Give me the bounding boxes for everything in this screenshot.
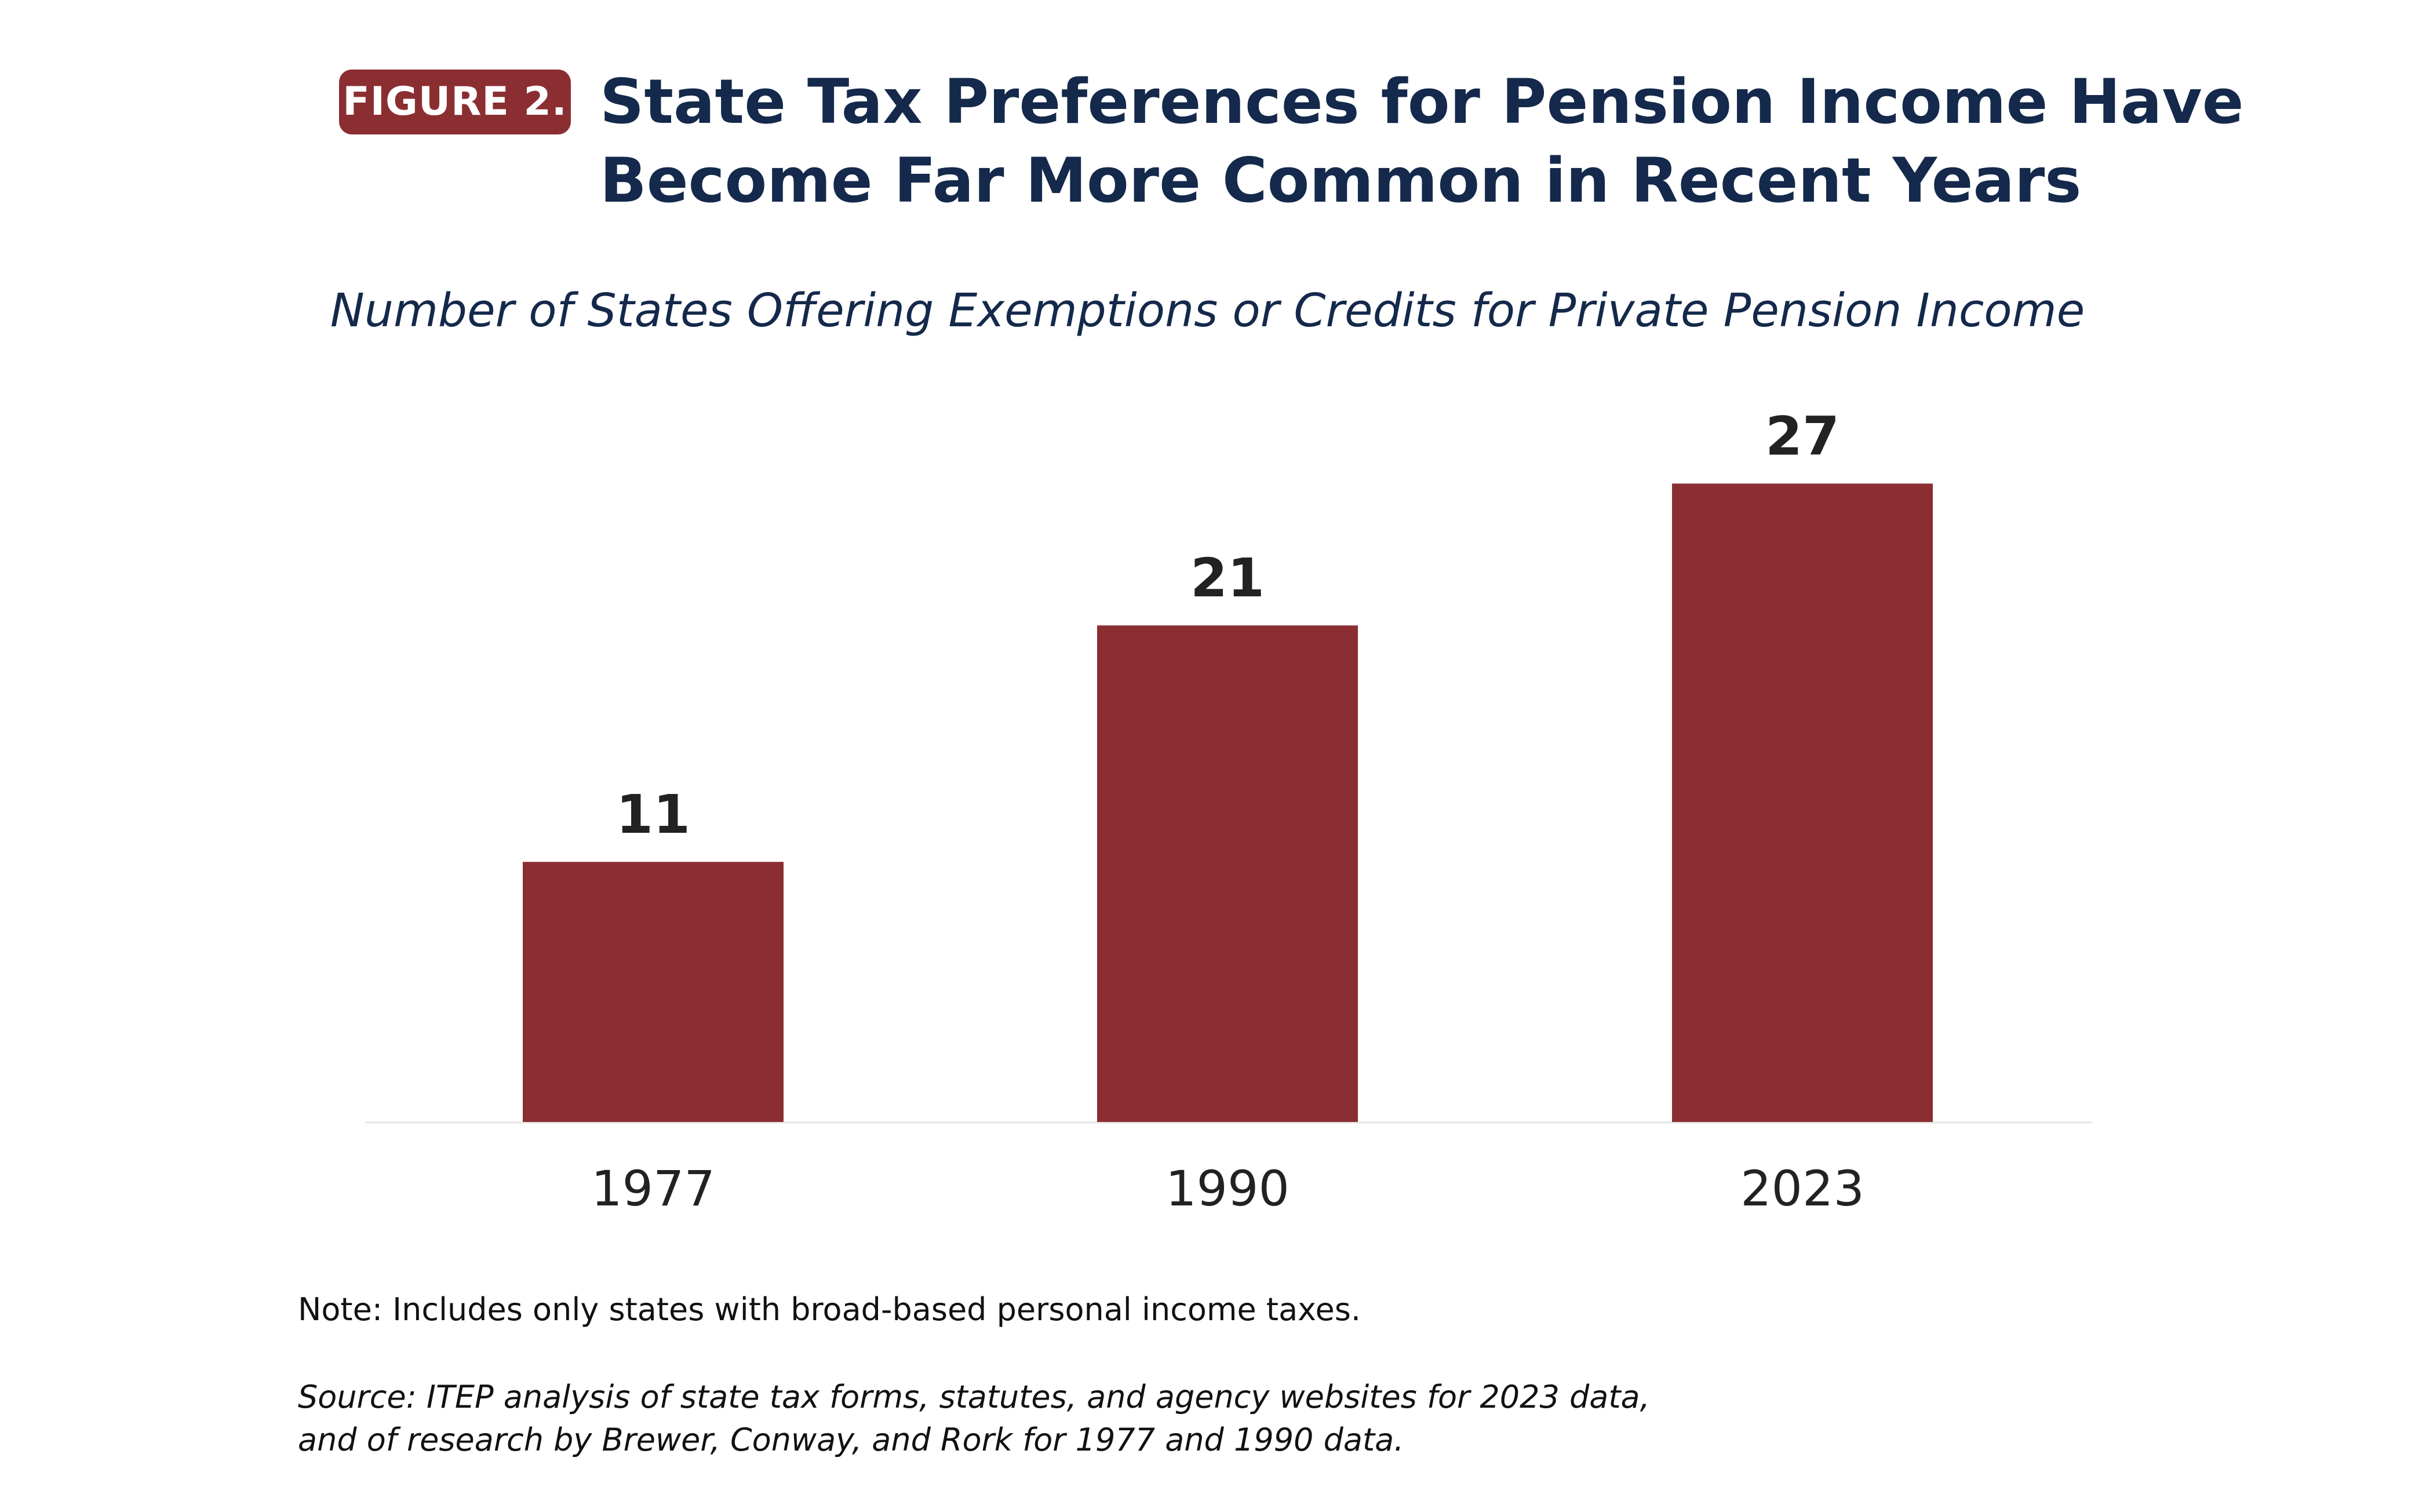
data-label-2023: 27	[1765, 405, 1840, 467]
bar-1977	[523, 862, 784, 1122]
chart-title: State Tax Preferences for Pension Income…	[600, 63, 2281, 220]
x-tick-label-2023: 2023	[1740, 1160, 1864, 1217]
x-tick-label-1990: 1990	[1165, 1160, 1290, 1217]
source-line: and of research by Brewer, Conway, and R…	[298, 1422, 1404, 1458]
figure-badge: FIGURE 2.	[339, 70, 571, 134]
source-note: Source: ITEP analysis of state tax forms…	[298, 1376, 1650, 1462]
footnote: Note: Includes only states with broad-ba…	[298, 1291, 1361, 1328]
bar-2023	[1672, 483, 1933, 1122]
data-label-1990: 21	[1190, 547, 1265, 609]
chart-title-line: State Tax Preferences for Pension Income…	[600, 66, 2244, 137]
source-line: Source: ITEP analysis of state tax forms…	[298, 1379, 1650, 1415]
bar-1990	[1097, 625, 1358, 1122]
data-label-1977: 11	[616, 784, 690, 846]
x-tick-label-1977: 1977	[591, 1160, 715, 1217]
chart-title-line: Become Far More Common in Recent Years	[600, 145, 2082, 216]
chart-subtitle: Number of States Offering Exemptions or …	[330, 284, 2085, 337]
